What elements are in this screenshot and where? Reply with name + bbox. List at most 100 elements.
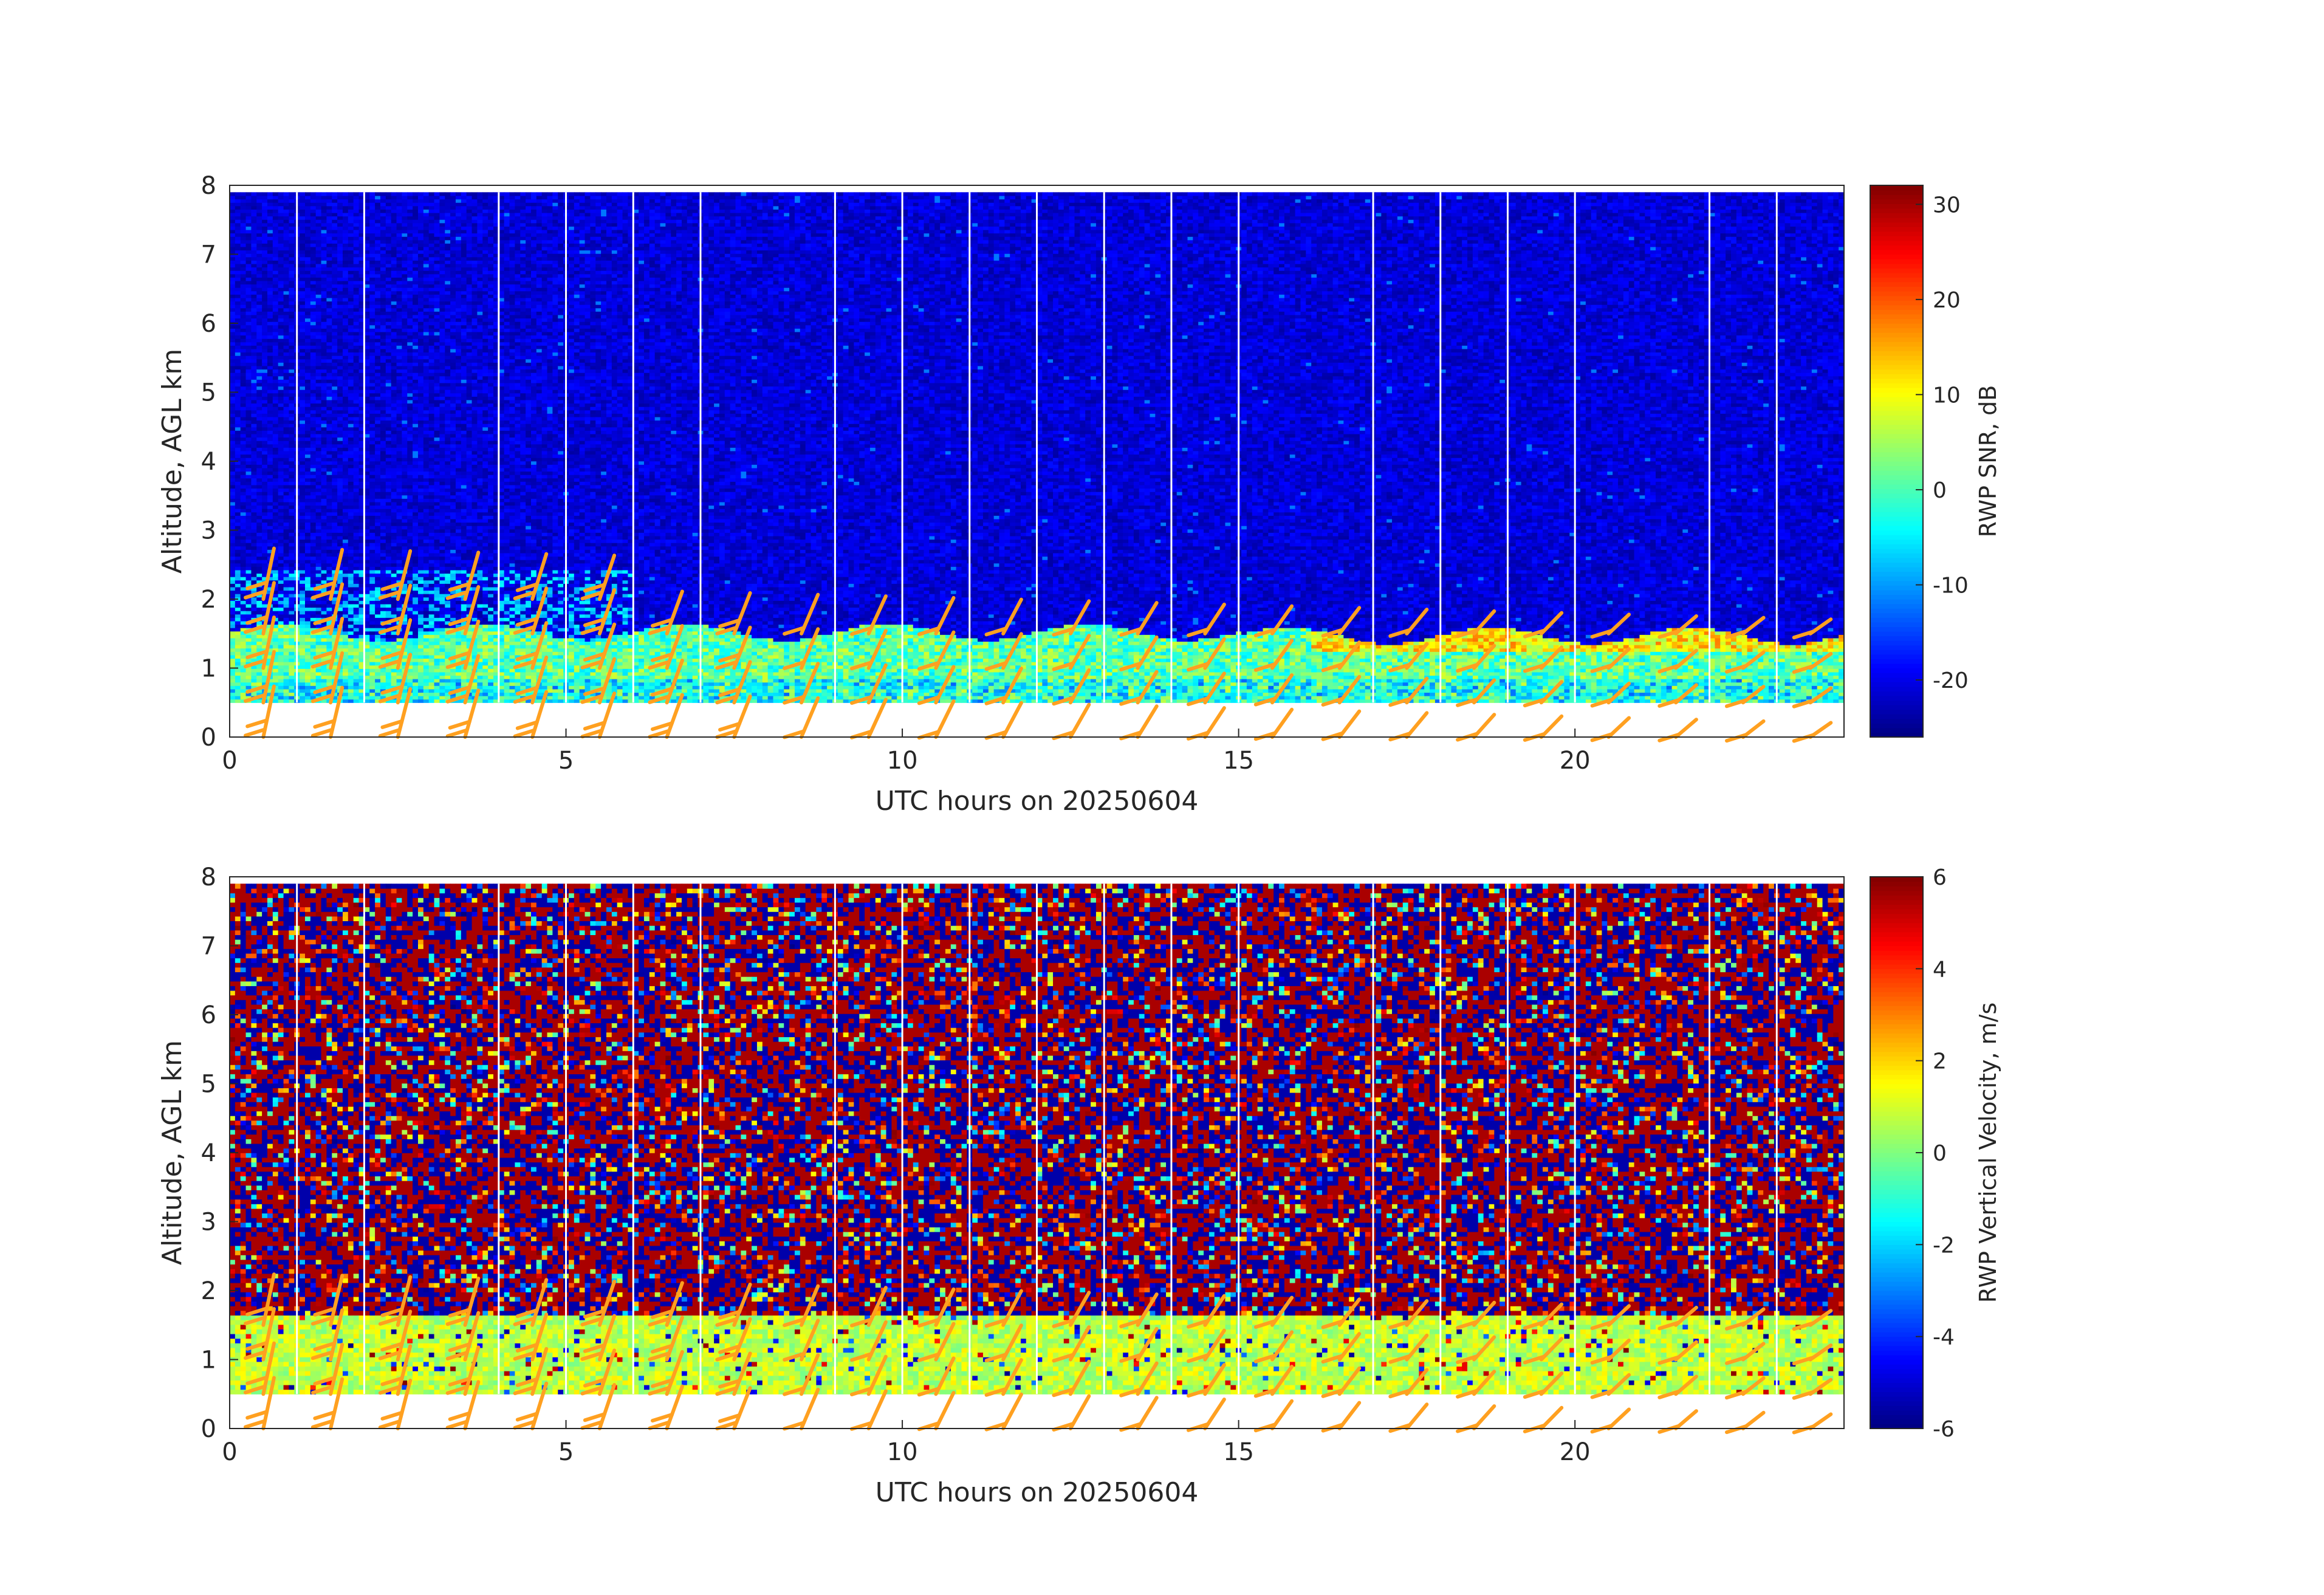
- heatmap-cell: [230, 209, 235, 213]
- heatmap-cell: [273, 417, 278, 420]
- heatmap-cell: [246, 668, 252, 672]
- heatmap-cell: [230, 393, 235, 397]
- heatmap-cell: [241, 679, 246, 682]
- heatmap-cell: [251, 352, 256, 356]
- heatmap-cell: [230, 658, 235, 662]
- heatmap-cell: [246, 566, 252, 570]
- heatmap-cell: [251, 577, 256, 580]
- heatmap-cell: [235, 430, 241, 434]
- heatmap-cell: [251, 301, 256, 305]
- heatmap-cell: [284, 461, 289, 465]
- heatmap-cell: [273, 362, 278, 366]
- heatmap-cell: [273, 600, 278, 604]
- heatmap-cell: [235, 230, 241, 233]
- heatmap-cell: [241, 223, 246, 227]
- heatmap-cell: [267, 253, 273, 257]
- heatmap-cell: [251, 434, 256, 437]
- heatmap-cell: [273, 308, 278, 312]
- heatmap-cell: [246, 230, 252, 233]
- heatmap-cell: [278, 219, 284, 223]
- heatmap-cell: [251, 668, 256, 672]
- heatmap-cell: [273, 400, 278, 403]
- heatmap-cell: [230, 468, 235, 472]
- heatmap-cell: [241, 553, 246, 557]
- heatmap-cell: [278, 328, 284, 332]
- heatmap-cell: [284, 662, 289, 665]
- heatmap-cell: [235, 560, 241, 563]
- heatmap-cell: [278, 287, 284, 291]
- heatmap-cell: [235, 308, 241, 312]
- heatmap-cell: [230, 420, 235, 424]
- heatmap-cell: [273, 485, 278, 489]
- heatmap-cell: [230, 498, 235, 502]
- heatmap-cell: [241, 604, 246, 608]
- heatmap-cell: [278, 376, 284, 380]
- heatmap-cell: [246, 532, 252, 536]
- heatmap-cell: [251, 611, 256, 614]
- heatmap-cell: [262, 270, 267, 274]
- heatmap-cell: [278, 277, 284, 281]
- heatmap-cell: [267, 441, 273, 444]
- heatmap-cell: [284, 672, 289, 676]
- heatmap-cell: [256, 604, 262, 608]
- heatmap-cell: [267, 444, 273, 448]
- heatmap-cell: [241, 611, 246, 614]
- heatmap-cell: [284, 472, 289, 475]
- heatmap-cell: [235, 577, 241, 580]
- heatmap-cell: [235, 536, 241, 540]
- heatmap-cell: [230, 509, 235, 512]
- heatmap-cell: [246, 308, 252, 312]
- heatmap-cell: [230, 311, 235, 315]
- heatmap-cell: [246, 498, 252, 502]
- heatmap-cell: [262, 379, 267, 383]
- heatmap-cell: [278, 294, 284, 298]
- heatmap-cell: [251, 560, 256, 563]
- heatmap-cell: [284, 502, 289, 506]
- heatmap-cell: [235, 437, 241, 441]
- heatmap-cell: [273, 573, 278, 577]
- heatmap-cell: [230, 464, 235, 468]
- heatmap-cell: [251, 260, 256, 264]
- heatmap-cell: [284, 604, 289, 608]
- heatmap-cell: [241, 461, 246, 465]
- heatmap-cell: [262, 512, 267, 516]
- heatmap-cell: [235, 464, 241, 468]
- heatmap-cell: [284, 369, 289, 373]
- heatmap-cell: [241, 338, 246, 342]
- heatmap-cell: [235, 243, 241, 247]
- heatmap-cell: [278, 406, 284, 410]
- heatmap-cell: [289, 679, 294, 682]
- heatmap-cell: [267, 396, 273, 400]
- heatmap-cell: [251, 332, 256, 335]
- heatmap-cell: [256, 587, 262, 591]
- heatmap-cell: [251, 291, 256, 295]
- heatmap-cell: [246, 464, 252, 468]
- heatmap-cell: [278, 628, 284, 631]
- heatmap-cell: [284, 332, 289, 335]
- heatmap-cell: [256, 607, 262, 611]
- heatmap-cell: [278, 461, 284, 465]
- heatmap-cell: [251, 284, 256, 288]
- heatmap-cell: [246, 604, 252, 608]
- heatmap-cell: [246, 441, 252, 444]
- heatmap-cell: [246, 645, 252, 648]
- heatmap-cell: [241, 672, 246, 676]
- heatmap-cell: [235, 563, 241, 567]
- heatmap-cell: [273, 192, 278, 196]
- heatmap-cell: [246, 328, 252, 332]
- heatmap-cell: [278, 505, 284, 509]
- heatmap-cell: [273, 311, 278, 315]
- heatmap-cell: [241, 505, 246, 509]
- heatmap-cell: [235, 318, 241, 322]
- heatmap-cell: [262, 478, 267, 482]
- heatmap-cell: [278, 216, 284, 220]
- heatmap-cell: [262, 488, 267, 492]
- heatmap-cell: [230, 532, 235, 536]
- heatmap-cell: [246, 475, 252, 478]
- heatmap-cell: [230, 556, 235, 560]
- heatmap-cell: [262, 209, 267, 213]
- heatmap-cell: [235, 427, 241, 431]
- heatmap-cell: [230, 526, 235, 529]
- heatmap-cell: [278, 512, 284, 516]
- heatmap-cell: [230, 270, 235, 274]
